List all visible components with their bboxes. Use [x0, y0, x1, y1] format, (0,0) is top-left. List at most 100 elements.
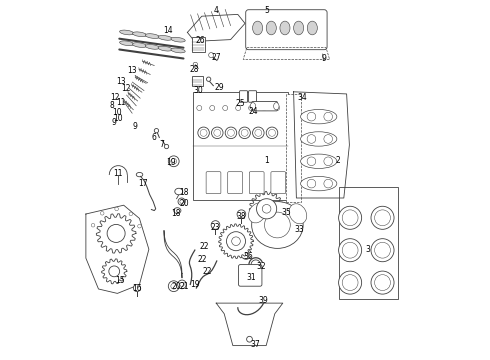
Polygon shape	[187, 14, 245, 41]
Circle shape	[197, 105, 202, 111]
Bar	[193, 92, 288, 200]
Text: 4: 4	[214, 6, 219, 15]
Text: 5: 5	[264, 6, 269, 15]
FancyBboxPatch shape	[228, 172, 243, 194]
Ellipse shape	[171, 37, 185, 42]
Circle shape	[178, 280, 186, 289]
Circle shape	[133, 284, 141, 292]
Ellipse shape	[145, 34, 160, 39]
Text: 8: 8	[109, 101, 114, 110]
Text: 35: 35	[282, 208, 291, 217]
Circle shape	[225, 127, 237, 139]
Text: 9: 9	[133, 122, 138, 131]
Text: 20: 20	[180, 199, 189, 208]
FancyBboxPatch shape	[206, 172, 221, 194]
Circle shape	[109, 266, 120, 277]
Text: 39: 39	[258, 296, 268, 305]
Text: 31: 31	[246, 274, 256, 282]
Ellipse shape	[250, 103, 256, 110]
Text: 29: 29	[215, 83, 224, 92]
Ellipse shape	[120, 41, 134, 46]
Circle shape	[138, 224, 141, 228]
Ellipse shape	[175, 188, 183, 195]
Text: 7: 7	[159, 140, 164, 149]
Circle shape	[339, 271, 362, 294]
Circle shape	[169, 156, 179, 167]
Circle shape	[100, 211, 104, 215]
FancyBboxPatch shape	[192, 37, 205, 52]
Circle shape	[107, 224, 125, 242]
Circle shape	[129, 212, 133, 216]
Text: 13: 13	[116, 77, 125, 86]
Circle shape	[274, 105, 280, 111]
Text: 14: 14	[163, 26, 172, 35]
Circle shape	[236, 105, 241, 111]
Circle shape	[206, 77, 211, 81]
Text: 38: 38	[237, 212, 246, 221]
FancyBboxPatch shape	[249, 172, 264, 194]
Text: 10: 10	[114, 114, 123, 122]
Ellipse shape	[158, 46, 172, 51]
Text: 9: 9	[111, 118, 116, 127]
Circle shape	[252, 127, 264, 139]
Text: 2: 2	[336, 156, 340, 165]
FancyBboxPatch shape	[240, 91, 247, 102]
Circle shape	[212, 127, 223, 139]
Ellipse shape	[158, 36, 172, 40]
Text: 19: 19	[167, 158, 176, 167]
Text: 27: 27	[211, 53, 221, 62]
Text: 11: 11	[116, 98, 125, 107]
Ellipse shape	[300, 132, 337, 146]
Circle shape	[266, 127, 278, 139]
Text: 9: 9	[322, 54, 327, 63]
Circle shape	[178, 198, 185, 205]
Bar	[339, 187, 398, 299]
Circle shape	[371, 239, 394, 262]
Text: 33: 33	[294, 225, 304, 234]
Circle shape	[210, 105, 215, 111]
Ellipse shape	[132, 43, 147, 48]
Ellipse shape	[171, 48, 185, 53]
Circle shape	[169, 281, 179, 292]
Circle shape	[239, 127, 250, 139]
Circle shape	[248, 105, 254, 111]
Text: 11: 11	[114, 169, 123, 178]
Ellipse shape	[300, 176, 337, 191]
Text: 32: 32	[256, 262, 266, 271]
Text: 3: 3	[365, 245, 370, 253]
Circle shape	[198, 127, 209, 139]
Text: 28: 28	[189, 65, 198, 74]
FancyBboxPatch shape	[245, 10, 327, 50]
Ellipse shape	[174, 208, 181, 213]
Circle shape	[211, 221, 220, 229]
FancyBboxPatch shape	[252, 102, 277, 111]
Circle shape	[115, 207, 119, 211]
FancyBboxPatch shape	[239, 265, 262, 286]
FancyBboxPatch shape	[271, 172, 286, 194]
Ellipse shape	[307, 21, 318, 35]
Ellipse shape	[300, 154, 337, 168]
Ellipse shape	[248, 203, 266, 223]
Polygon shape	[101, 259, 127, 284]
Circle shape	[246, 336, 252, 342]
Polygon shape	[216, 303, 283, 346]
Ellipse shape	[266, 21, 276, 35]
Circle shape	[371, 271, 394, 294]
Ellipse shape	[252, 202, 303, 248]
Polygon shape	[86, 205, 149, 293]
Text: 34: 34	[297, 94, 307, 103]
Text: 13: 13	[127, 66, 136, 75]
Text: 23: 23	[211, 223, 220, 232]
Circle shape	[164, 144, 169, 149]
Ellipse shape	[300, 109, 337, 124]
Text: 30: 30	[194, 86, 203, 95]
Circle shape	[371, 206, 394, 229]
Text: 25: 25	[236, 99, 245, 108]
Polygon shape	[97, 214, 136, 253]
Circle shape	[237, 210, 245, 219]
Text: 19: 19	[190, 280, 199, 289]
Text: 21: 21	[179, 282, 189, 291]
Ellipse shape	[289, 204, 307, 224]
Circle shape	[257, 199, 277, 219]
Text: 18: 18	[179, 188, 189, 197]
